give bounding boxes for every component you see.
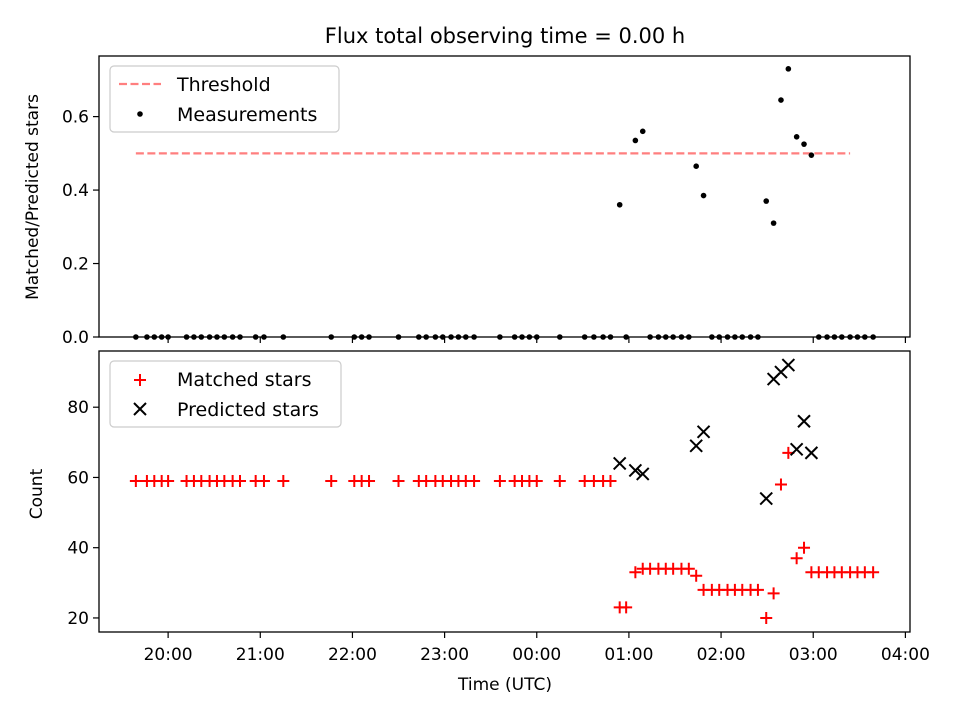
bottom-y-ticks: 20 40 60 80 xyxy=(67,398,99,629)
x-tick-label: 04:00 xyxy=(881,645,930,665)
measurement-point xyxy=(639,128,646,135)
top-x-ticks xyxy=(167,337,906,343)
matched-star-point xyxy=(129,474,142,487)
top-y-tick-label: 0.4 xyxy=(62,181,89,201)
chart-title: Flux total observing time = 0.00 h xyxy=(325,24,685,48)
measurement-point xyxy=(616,201,623,208)
matched-star-point xyxy=(690,569,703,582)
top-y-ticks: 0.0 0.2 0.4 0.6 xyxy=(62,108,99,348)
matched-star-point xyxy=(751,583,764,596)
matched-star-point xyxy=(162,474,175,487)
bottom-y-axis-label: Count xyxy=(27,468,47,519)
predicted-star-point xyxy=(612,456,627,471)
x-tick-label: 01:00 xyxy=(604,645,653,665)
predicted-star-point xyxy=(628,463,643,478)
matched-star-point xyxy=(798,541,811,554)
legend-matched-marker xyxy=(134,374,146,386)
measurement-point xyxy=(700,192,707,199)
top-y-axis-label: Matched/Predicted stars xyxy=(23,94,43,300)
bottom-y-tick-label: 80 xyxy=(67,398,89,418)
measurement-point xyxy=(785,66,792,72)
matched-star-point xyxy=(530,474,543,487)
x-tick-label: 23:00 xyxy=(420,645,469,665)
bottom-legend: Matched stars Predicted stars xyxy=(109,360,342,428)
bottom-y-tick-label: 20 xyxy=(67,609,89,629)
matched-star-point xyxy=(325,474,338,487)
matched-star-point xyxy=(767,587,780,600)
predicted-star-point xyxy=(689,439,703,453)
matched-star-point xyxy=(629,566,642,579)
bottom-y-tick-label: 60 xyxy=(67,468,89,488)
bottom-plot-frame xyxy=(98,350,911,633)
measurement-point xyxy=(801,141,807,147)
measurement-point xyxy=(778,97,784,103)
matched-star-point xyxy=(760,611,773,624)
measurement-point xyxy=(808,152,815,158)
matched-star-point xyxy=(774,478,787,491)
predicted-star-point xyxy=(797,414,811,428)
matched-star-point xyxy=(392,474,405,487)
measurement-point xyxy=(770,220,777,226)
predicted-star-point xyxy=(789,442,804,457)
x-tick-label: 22:00 xyxy=(328,645,377,665)
legend-predicted-marker xyxy=(133,402,147,416)
top-legend-box xyxy=(109,65,340,133)
matched-star-point xyxy=(234,474,247,487)
top-legend: Threshold Measurements xyxy=(109,65,340,133)
x-tick-label: 21:00 xyxy=(236,645,285,665)
matched-star-point xyxy=(553,474,566,487)
top-y-tick-label: 0.0 xyxy=(62,328,89,348)
matched-star-point xyxy=(620,601,633,614)
top-plot: 0.0 0.2 0.4 0.6 Matched/Predicted stars Thr… xyxy=(23,55,911,348)
matched-star-point xyxy=(790,552,803,565)
legend-measurements-label: Measurements xyxy=(177,104,317,126)
predicted-star-point xyxy=(759,491,773,506)
predicted-star-point xyxy=(696,425,711,439)
matched-star-point xyxy=(468,474,481,487)
matched-star-point xyxy=(493,474,506,487)
x-tick-label: 00:00 xyxy=(512,645,561,665)
top-y-tick-label: 0.2 xyxy=(62,255,89,275)
x-tick-label: 03:00 xyxy=(789,645,838,665)
bottom-plot-marks xyxy=(129,358,880,624)
x-tick-label: 20:00 xyxy=(144,645,193,665)
measurement-point xyxy=(763,198,770,204)
measurement-point xyxy=(632,137,639,144)
measurement-point xyxy=(793,134,800,140)
matched-star-point xyxy=(867,566,880,579)
predicted-star-point xyxy=(804,446,819,460)
legend-predicted-label: Predicted stars xyxy=(177,399,319,421)
bottom-y-tick-label: 40 xyxy=(67,539,89,559)
top-plot-frame xyxy=(98,55,911,338)
legend-matched-label: Matched stars xyxy=(177,369,311,391)
matched-star-point xyxy=(257,474,270,487)
legend-measurements-marker xyxy=(137,111,143,117)
bottom-legend-box xyxy=(109,360,342,428)
top-y-tick-label: 0.6 xyxy=(62,108,89,128)
legend-threshold-label: Threshold xyxy=(176,74,271,96)
x-tick-label: 02:00 xyxy=(697,645,746,665)
predicted-star-point xyxy=(781,358,796,372)
x-axis-label: Time (UTC) xyxy=(457,675,552,695)
matched-star-point xyxy=(682,562,695,575)
bottom-plot: 20 40 60 80 20:00 21:00 22:00 23:00 00:00 01:00 0… xyxy=(27,350,930,695)
matched-star-point xyxy=(604,474,617,487)
measurement-point xyxy=(693,163,699,169)
bottom-x-ticks: 20:00 21:00 22:00 23:00 00:00 01:00 02:00 03:00… xyxy=(144,632,930,665)
matched-star-point xyxy=(363,474,376,487)
matched-star-point xyxy=(277,474,290,487)
predicted-star-point xyxy=(636,467,650,481)
